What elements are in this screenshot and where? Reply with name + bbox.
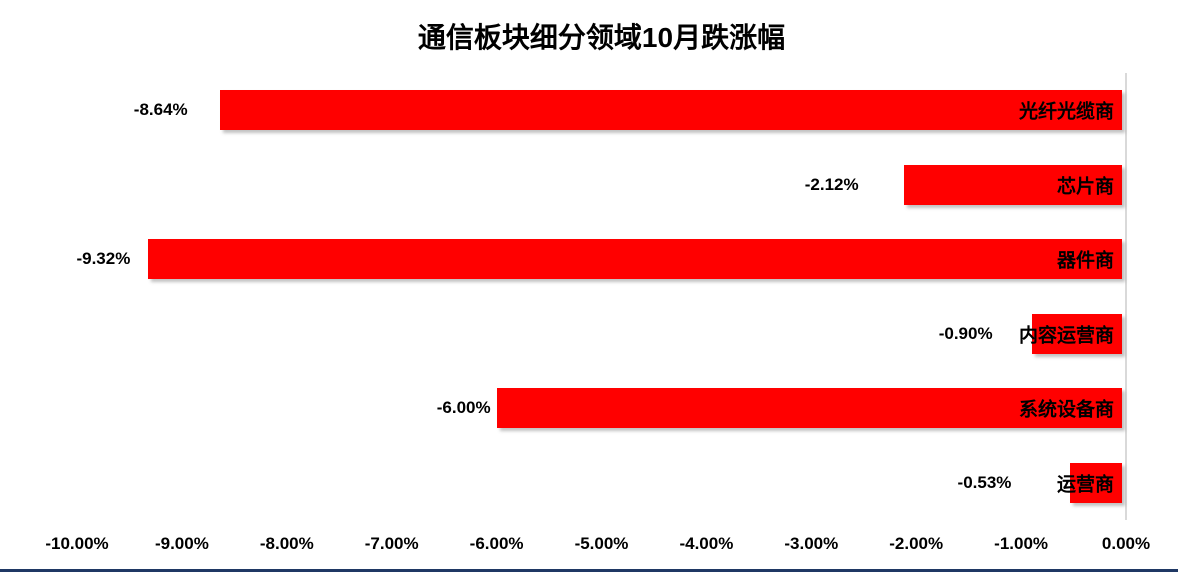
x-tick-label: -3.00%	[784, 534, 839, 553]
x-tick-label: -6.00%	[469, 534, 524, 553]
x-tick-label: -4.00%	[679, 534, 734, 553]
category-label: 光纤光缆商	[1018, 101, 1114, 123]
value-label: -8.64%	[133, 100, 188, 120]
bar	[903, 164, 1122, 205]
bar	[496, 388, 1122, 429]
x-tick-label: -7.00%	[364, 534, 419, 553]
category-label: 器件商	[1056, 250, 1114, 272]
value-label: -6.00%	[436, 398, 491, 418]
category-label: 芯片商	[1056, 176, 1114, 198]
x-tick-label: -8.00%	[259, 534, 314, 553]
bar	[1070, 462, 1122, 503]
bar	[1031, 313, 1122, 354]
bottom-border-line	[0, 569, 1178, 572]
value-label: -9.32%	[76, 249, 131, 269]
value-label: -2.12%	[804, 174, 859, 194]
value-label: -0.90%	[938, 323, 993, 343]
x-tick-label: -5.00%	[574, 534, 629, 553]
category-label: 内容运营商	[1018, 325, 1114, 347]
x-tick-label: 0.00%	[1101, 534, 1151, 553]
zero-axis-line	[1125, 73, 1127, 520]
x-tick-label: -1.00%	[994, 534, 1049, 553]
x-tick-label: -2.00%	[889, 534, 944, 553]
category-label: 运营商	[1056, 474, 1114, 496]
category-label: 系统设备商	[1018, 399, 1114, 421]
chart-title: 通信板块细分领域10月跌涨幅	[417, 22, 786, 53]
value-label: -0.53%	[957, 472, 1012, 492]
x-tick-label: -9.00%	[154, 534, 209, 553]
bar	[219, 90, 1122, 131]
x-tick-label: -10.00%	[45, 534, 109, 553]
bar	[148, 239, 1122, 280]
